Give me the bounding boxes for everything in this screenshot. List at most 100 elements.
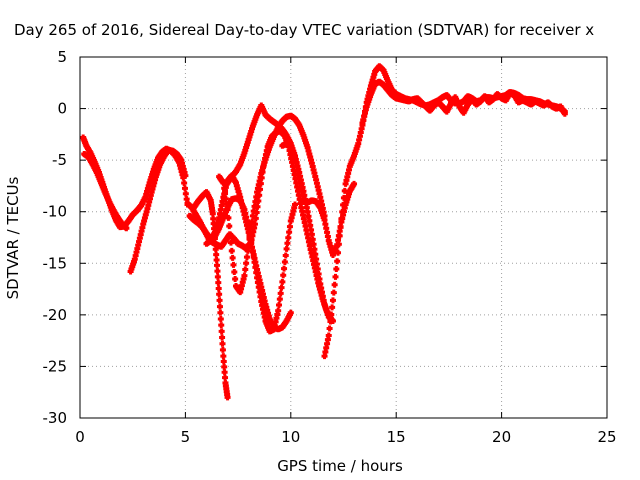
data-point (339, 208, 346, 215)
data-point (214, 273, 221, 280)
data-point (222, 195, 229, 202)
data-point (241, 272, 248, 279)
x-tick-label: 20 (492, 428, 511, 446)
data-point (276, 296, 283, 303)
data-point (329, 297, 336, 304)
y-tick-label: -15 (43, 254, 68, 272)
data-point (181, 180, 188, 187)
y-tick-label: -20 (43, 306, 68, 324)
data-point (225, 214, 232, 221)
data-point (245, 241, 252, 248)
data-point (340, 201, 347, 208)
chart-title: Day 265 of 2016, Sidereal Day-to-day VTE… (14, 21, 594, 39)
y-tick-label: 0 (57, 100, 67, 118)
data-point (281, 259, 288, 266)
data-point (351, 180, 358, 187)
data-point (282, 252, 289, 259)
data-point (337, 224, 344, 231)
data-point (332, 273, 339, 280)
data-point (292, 201, 299, 208)
data-point (181, 185, 188, 192)
grid-lines (80, 57, 607, 418)
data-point (215, 285, 222, 292)
data-point (329, 304, 336, 311)
data-point (335, 241, 342, 248)
x-tick-label: 10 (281, 428, 300, 446)
axis-ticks (79, 56, 608, 419)
y-tick-labels: -30 -25 -20 -15 -10 -5 0 5 (43, 48, 68, 427)
data-point (243, 254, 250, 261)
data-point (215, 279, 222, 286)
x-tick-label: 5 (181, 428, 191, 446)
data-point (224, 206, 231, 213)
data-point (230, 261, 237, 268)
x-tick-label: 0 (75, 428, 85, 446)
data-point (328, 311, 335, 318)
data-point (231, 268, 238, 275)
data-series (359, 78, 568, 127)
data-point (182, 190, 189, 197)
data-point (221, 363, 228, 370)
data-point (220, 358, 227, 365)
data-point (336, 232, 343, 239)
data-point (247, 230, 254, 237)
data-point (277, 290, 284, 297)
y-tick-label: -30 (43, 409, 68, 427)
data-point (123, 225, 130, 232)
x-tick-labels: 0 5 10 15 20 25 (75, 428, 616, 446)
data-point (218, 328, 225, 335)
data-point (229, 254, 236, 261)
data-point (216, 297, 223, 304)
data-point (286, 223, 293, 230)
data-point (284, 240, 291, 247)
data-point (281, 265, 288, 272)
y-tick-label: -10 (43, 203, 68, 221)
data-point (326, 325, 333, 332)
data-point (227, 239, 234, 246)
data-point (223, 201, 230, 208)
data-point (275, 307, 282, 314)
data-point (244, 247, 251, 254)
data-point (341, 187, 348, 194)
data-point (221, 369, 228, 376)
data-point (327, 318, 334, 325)
data-point (285, 234, 292, 241)
data-point (242, 266, 249, 273)
x-tick-label: 25 (597, 428, 616, 446)
data-point (249, 218, 256, 225)
data-point (561, 110, 568, 117)
data-point (222, 190, 229, 197)
data-point (213, 256, 220, 263)
data-point (216, 303, 223, 310)
data-point (248, 224, 255, 231)
data-point (243, 260, 250, 267)
y-tick-label: -25 (43, 357, 68, 375)
data-point (182, 172, 189, 179)
data-point (331, 281, 338, 288)
data-series (127, 146, 189, 275)
data-point (219, 346, 226, 353)
data-point (226, 223, 233, 230)
y-axis-label: SDTVAR / TECUs (4, 176, 22, 299)
data-point (217, 309, 224, 316)
data-point (232, 275, 239, 282)
data-series (190, 189, 231, 401)
y-tick-label: 5 (57, 48, 67, 66)
x-axis-label: GPS time / hours (277, 457, 403, 475)
data-point (286, 229, 293, 236)
data-point (219, 340, 226, 347)
data-point (220, 353, 227, 360)
data-point (218, 322, 225, 329)
data-point (330, 289, 337, 296)
data-point (335, 249, 342, 256)
plot-frame (79, 56, 608, 419)
data-points (80, 63, 568, 401)
data-point (246, 235, 253, 242)
data-point (214, 262, 221, 269)
data-series (81, 150, 130, 232)
data-point (227, 231, 234, 238)
data-point (217, 315, 224, 322)
data-point (221, 185, 228, 192)
data-point (287, 309, 294, 316)
